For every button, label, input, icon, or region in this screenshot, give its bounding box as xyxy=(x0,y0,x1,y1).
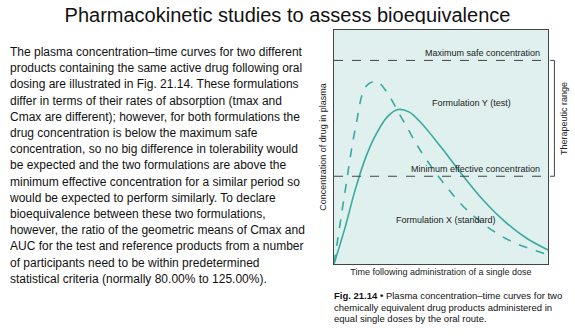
svg-text:Concentration of drug in plasm: Concentration of drug in plasma xyxy=(318,83,328,211)
svg-text:Formulation Y (test): Formulation Y (test) xyxy=(432,98,511,108)
html-text:Fig. 21.14 • Plasma concentrat: Fig. 21.14 • Plasma concentration–time c… xyxy=(334,290,563,324)
svg-text:Formulation X (standard): Formulation X (standard) xyxy=(396,215,496,225)
svg-text:Time following administration: Time following administration of a singl… xyxy=(350,267,531,277)
svg-text:Therapeutic range: Therapeutic range xyxy=(559,82,569,155)
html-text:The plasma concentration–time: The plasma concentration–time curves for… xyxy=(10,45,305,286)
svg-text:Minimum effective concentratio: Minimum effective concentration xyxy=(411,164,540,174)
svg-text:Maximum safe concentration: Maximum safe concentration xyxy=(425,48,540,58)
html-text:Pharmacokinetic studies to ass: Pharmacokinetic studies to assess bioequ… xyxy=(64,4,511,26)
